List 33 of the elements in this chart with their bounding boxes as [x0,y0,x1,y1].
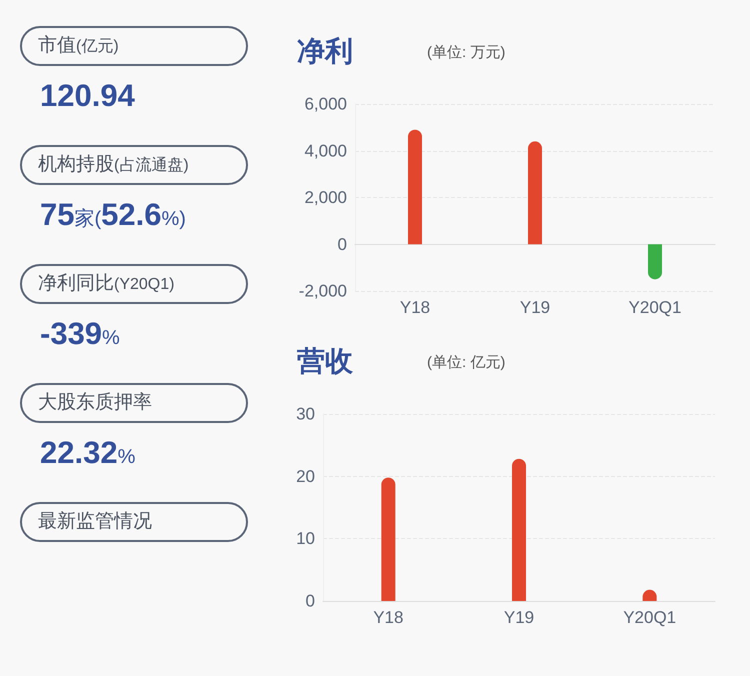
text: 市值(亿元) [38,35,119,56]
x-tick-label: Y20Q1 [628,298,682,317]
text: 22.32% [40,435,136,470]
chart-subtitle: (单位: 亿元) [427,354,506,371]
bar [408,130,422,244]
x-tick-label: Y20Q1 [623,608,676,627]
text: 净利同比(Y20Q1) [38,273,174,294]
y-tick-label: 10 [296,529,315,548]
bar [528,141,542,244]
y-tick-label: 0 [338,234,347,254]
chart-subtitle: (单位: 万元) [427,44,506,61]
chart-title: 净利 [297,36,353,66]
y-tick-label: 6,000 [304,94,347,114]
y-tick-label: 20 [296,466,315,486]
bar [648,244,662,280]
x-tick-label: Y19 [520,298,550,317]
text: 大股东质押率 [38,392,152,413]
text: 机构持股(占流通盘) [38,154,189,175]
text: 75家(52.6%) [40,197,186,232]
y-tick-label: 30 [296,404,315,424]
y-tick-label: 0 [306,592,315,610]
y-tick-label: -2,000 [298,282,347,300]
text: 120.94 [40,78,135,113]
y-tick-label: 4,000 [304,141,347,160]
x-tick-label: Y18 [400,298,430,317]
bar [381,478,396,601]
bar [512,458,526,601]
y-tick-label: 2,000 [304,188,347,207]
text: -339% [40,316,120,351]
x-tick-label: Y18 [373,608,404,627]
chart-title: 营收 [296,346,354,376]
x-tick-label: Y19 [504,608,534,627]
text: 最新监管情况 [38,511,152,532]
